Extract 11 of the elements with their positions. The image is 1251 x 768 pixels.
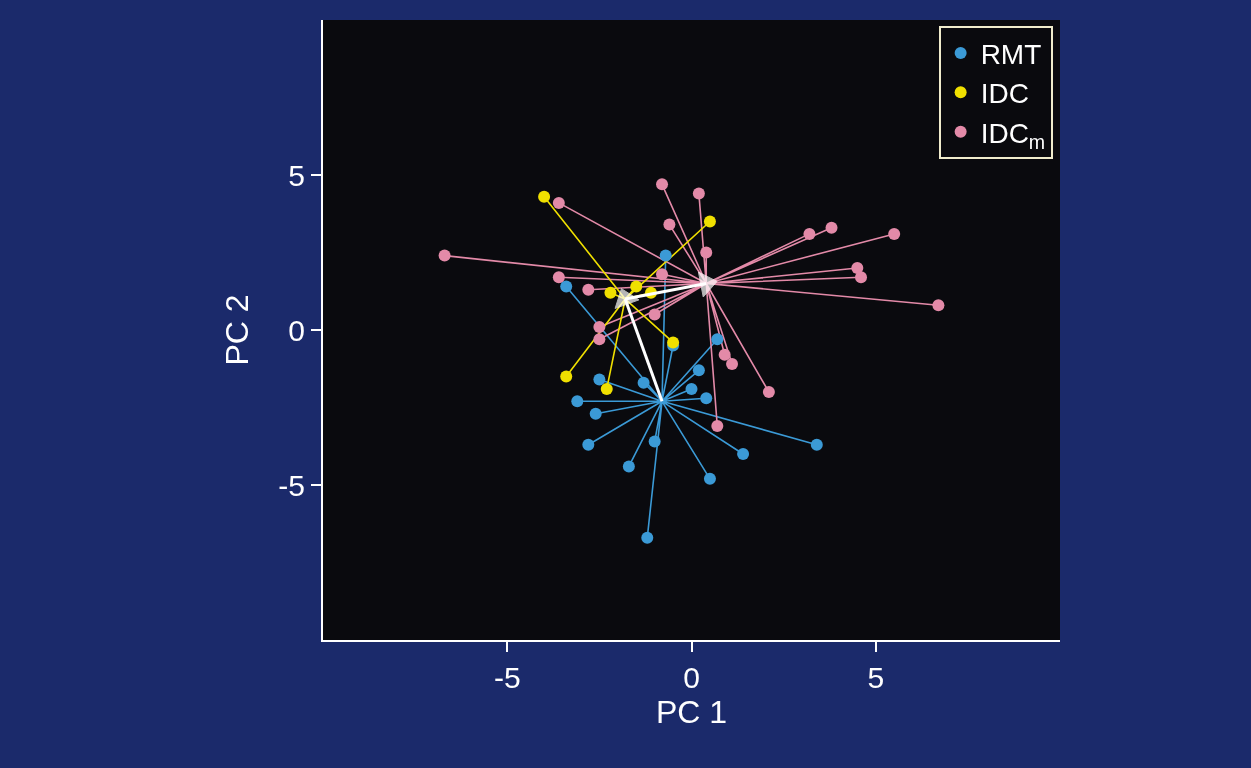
y-tick-label: 0 <box>288 313 305 347</box>
y-tick-label: 5 <box>288 158 305 192</box>
x-tick-label: 5 <box>867 661 885 694</box>
y-tick-label: -5 <box>278 468 305 502</box>
x-axis-title: PC 1 <box>655 694 728 731</box>
legend-label: RMT <box>980 38 1042 70</box>
x-tick-label: -5 <box>493 661 521 694</box>
legend-label: IDC <box>980 78 1029 110</box>
legend-label: IDC$_{m}$ <box>980 117 1046 153</box>
x-tick-label: 0 <box>683 661 700 694</box>
y-axis-title: PC 2 <box>219 294 256 366</box>
